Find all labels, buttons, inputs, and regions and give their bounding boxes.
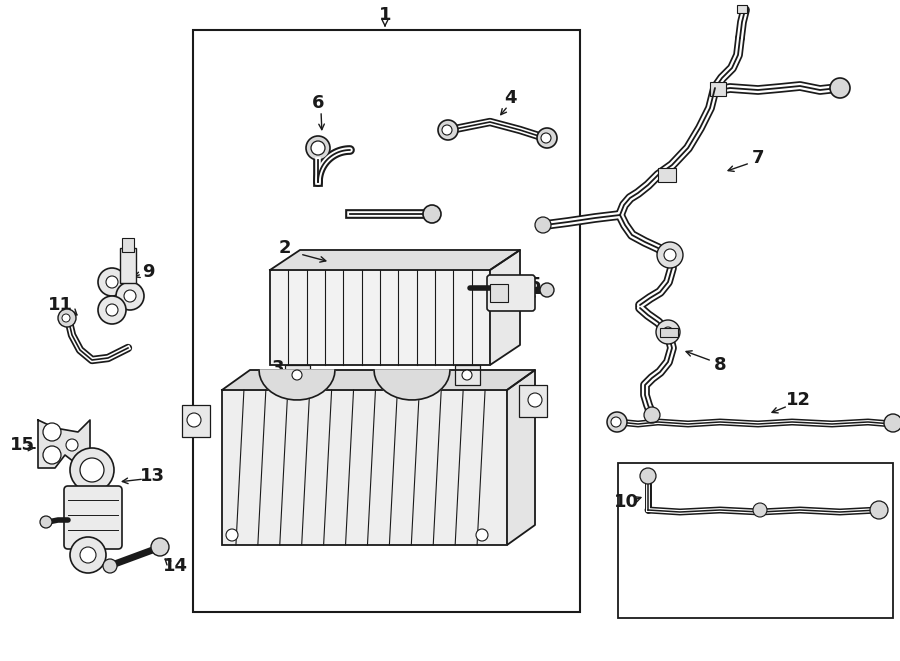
Circle shape: [640, 468, 656, 484]
Bar: [122, 238, 134, 252]
Circle shape: [306, 136, 330, 160]
Bar: [658, 168, 676, 182]
Circle shape: [664, 249, 676, 261]
Text: 6: 6: [311, 94, 324, 112]
Circle shape: [311, 141, 325, 155]
Circle shape: [423, 205, 441, 223]
Text: 3: 3: [272, 359, 284, 377]
Bar: [737, 5, 747, 13]
Circle shape: [106, 304, 118, 316]
Bar: [222, 390, 507, 545]
Text: 13: 13: [140, 467, 165, 485]
Circle shape: [292, 370, 302, 380]
Circle shape: [226, 529, 238, 541]
Circle shape: [43, 446, 61, 464]
Circle shape: [644, 407, 660, 423]
Circle shape: [106, 276, 118, 288]
Text: 12: 12: [786, 391, 811, 409]
Circle shape: [116, 282, 144, 310]
Circle shape: [870, 501, 888, 519]
Circle shape: [80, 547, 96, 563]
Text: 1: 1: [379, 6, 392, 24]
Circle shape: [187, 413, 201, 427]
Circle shape: [70, 448, 114, 492]
Polygon shape: [259, 370, 335, 400]
Text: 2: 2: [279, 239, 292, 257]
Circle shape: [58, 309, 76, 327]
Circle shape: [80, 458, 104, 482]
Circle shape: [607, 412, 627, 432]
Circle shape: [540, 283, 554, 297]
Circle shape: [541, 133, 551, 143]
Text: 4: 4: [504, 89, 517, 107]
Circle shape: [40, 516, 52, 528]
Text: 15: 15: [10, 436, 34, 454]
Bar: [182, 405, 210, 437]
Circle shape: [884, 414, 900, 432]
Circle shape: [438, 120, 458, 140]
FancyBboxPatch shape: [64, 486, 122, 549]
Circle shape: [528, 393, 542, 407]
Bar: [490, 284, 508, 302]
Text: 14: 14: [163, 557, 187, 575]
Polygon shape: [507, 370, 535, 545]
Text: 11: 11: [48, 296, 73, 314]
Circle shape: [98, 268, 126, 296]
Bar: [193, 30, 580, 612]
Circle shape: [124, 290, 136, 302]
Bar: [519, 385, 547, 417]
Circle shape: [98, 296, 126, 324]
Polygon shape: [222, 370, 535, 390]
Circle shape: [656, 320, 680, 344]
Circle shape: [830, 78, 850, 98]
Circle shape: [151, 538, 169, 556]
Circle shape: [66, 439, 78, 451]
Circle shape: [462, 370, 472, 380]
Polygon shape: [38, 420, 90, 468]
Circle shape: [535, 217, 551, 233]
Circle shape: [657, 242, 683, 268]
Polygon shape: [374, 370, 450, 400]
Text: 10: 10: [614, 493, 638, 511]
Circle shape: [611, 417, 621, 427]
Circle shape: [537, 128, 557, 148]
Circle shape: [476, 529, 488, 541]
Text: 5: 5: [529, 276, 541, 294]
Circle shape: [103, 559, 117, 573]
Bar: [270, 270, 490, 365]
Circle shape: [62, 314, 70, 322]
Bar: [285, 365, 310, 385]
Text: 8: 8: [714, 356, 726, 374]
Bar: [710, 82, 726, 96]
Text: 9: 9: [142, 263, 154, 281]
Bar: [660, 328, 678, 337]
Circle shape: [70, 537, 106, 573]
Circle shape: [753, 503, 767, 517]
FancyBboxPatch shape: [487, 275, 535, 311]
Polygon shape: [490, 250, 520, 365]
Polygon shape: [270, 250, 520, 270]
Bar: [455, 365, 480, 385]
Text: 7: 7: [752, 149, 764, 167]
Circle shape: [43, 423, 61, 441]
Bar: [618, 463, 893, 618]
Circle shape: [442, 125, 452, 135]
Circle shape: [663, 327, 673, 337]
Bar: [120, 248, 136, 283]
